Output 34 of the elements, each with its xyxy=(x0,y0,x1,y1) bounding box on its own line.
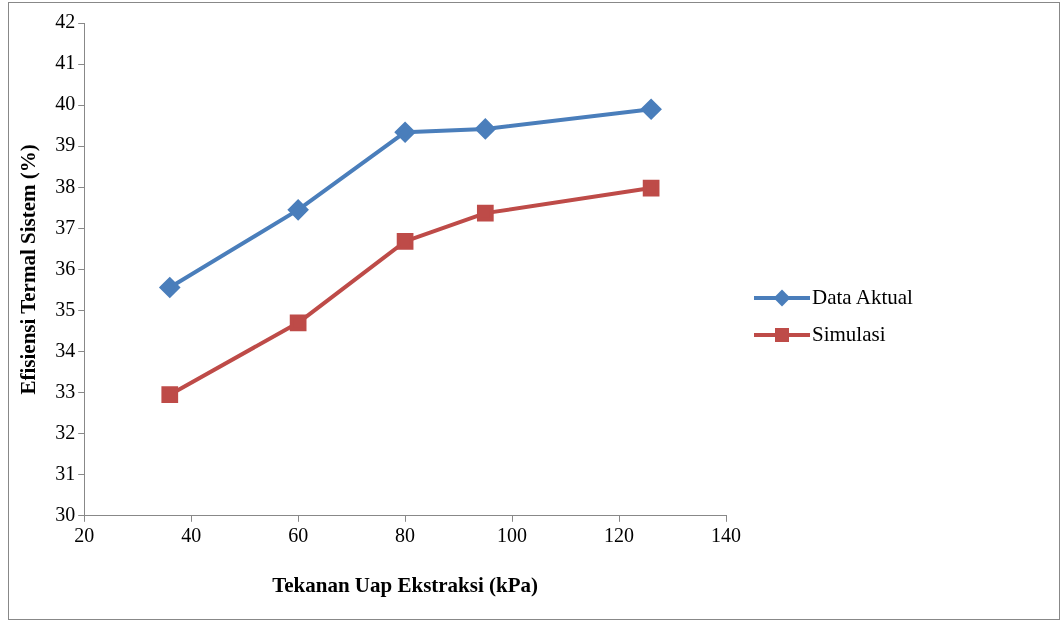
y-tick-label: 34 xyxy=(55,338,76,361)
y-tick-label: 30 xyxy=(55,503,76,526)
x-tick-label: 80 xyxy=(395,524,416,547)
y-tick-label: 42 xyxy=(55,10,76,33)
point xyxy=(396,233,414,250)
y-tick-label: 31 xyxy=(55,461,76,484)
legend-label: Data Aktual xyxy=(812,285,913,310)
legend-label: Simulasi xyxy=(812,322,886,347)
x-tick-label: 60 xyxy=(288,524,309,547)
x-tick-label: 120 xyxy=(604,524,635,547)
point xyxy=(641,99,662,120)
point xyxy=(159,277,180,298)
y-tick-label: 40 xyxy=(55,92,76,115)
y-tick-label: 37 xyxy=(55,215,76,238)
x-tick-label: 100 xyxy=(497,524,528,547)
x-tick-label: 140 xyxy=(711,524,741,547)
point xyxy=(161,386,179,404)
y-tick-label: 32 xyxy=(55,420,76,443)
point xyxy=(395,122,416,143)
x-tick-label: 40 xyxy=(181,524,202,547)
x-tick-label: 20 xyxy=(74,524,95,547)
point xyxy=(476,204,494,222)
y-tick-label: 41 xyxy=(55,51,76,74)
point xyxy=(475,118,496,139)
point xyxy=(642,179,660,197)
y-axis-title: Efisiensi Termal Sistem (%) xyxy=(16,144,41,395)
y-tick-label: 38 xyxy=(55,174,76,197)
point xyxy=(289,314,307,332)
y-tick-label: 39 xyxy=(55,133,76,156)
y-tick-label: 33 xyxy=(55,379,76,402)
y-tick-label: 36 xyxy=(55,256,76,279)
x-axis-title: Tekanan Uap Ekstraksi (kPa) xyxy=(272,572,539,597)
point xyxy=(288,199,309,220)
y-tick-label: 35 xyxy=(55,297,76,320)
